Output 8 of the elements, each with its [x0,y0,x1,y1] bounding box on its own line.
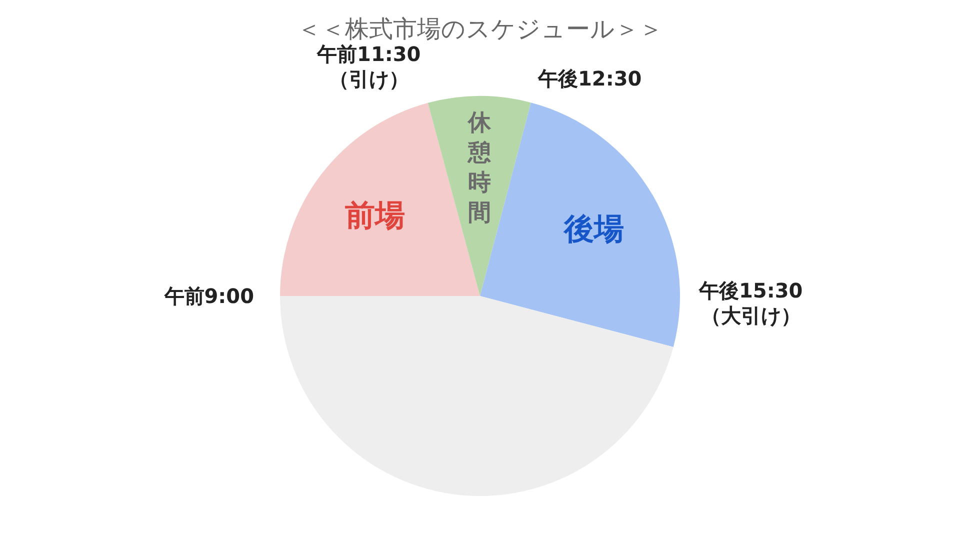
text: 午前11:30 （引け） [316,42,421,91]
text: 午前9:00 [163,284,254,308]
slice-label: 前場 [345,198,406,234]
text: 午後12:30 [537,66,642,90]
chart-title: ＜＜株式市場のスケジュール＞＞ [297,15,663,43]
slice-label: 後場 [563,212,624,248]
text: 午後15:30 （大引け） [698,278,803,328]
slice-label: 休憩時間 [467,110,492,226]
